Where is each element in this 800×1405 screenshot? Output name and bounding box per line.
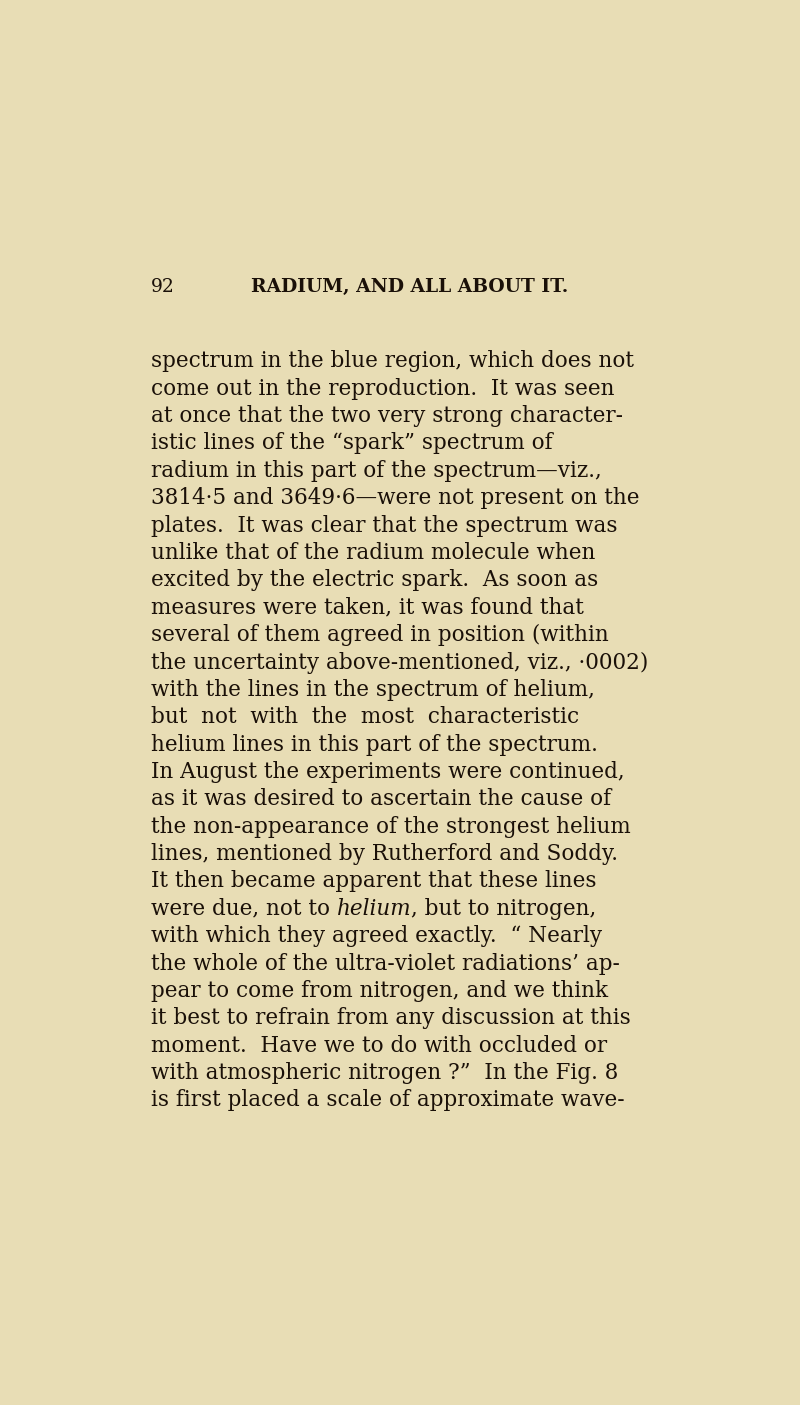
Text: excited by the electric spark.  As soon as: excited by the electric spark. As soon a… bbox=[151, 569, 598, 592]
Text: it best to refrain from any discussion at this: it best to refrain from any discussion a… bbox=[151, 1007, 630, 1030]
Text: with the lines in the spectrum of helium,: with the lines in the spectrum of helium… bbox=[151, 679, 594, 701]
Text: unlike that of the radium molecule when: unlike that of the radium molecule when bbox=[151, 542, 595, 563]
Text: spectrum in the blue region, which does not: spectrum in the blue region, which does … bbox=[151, 350, 634, 372]
Text: pear to come from nitrogen, and we think: pear to come from nitrogen, and we think bbox=[151, 979, 608, 1002]
Text: helium lines in this part of the spectrum.: helium lines in this part of the spectru… bbox=[151, 733, 598, 756]
Text: helium: helium bbox=[337, 898, 411, 920]
Text: is first placed a scale of approximate wave-: is first placed a scale of approximate w… bbox=[151, 1089, 625, 1111]
Text: RADIUM, AND ALL ABOUT IT.: RADIUM, AND ALL ABOUT IT. bbox=[251, 278, 569, 296]
Text: It then became apparent that these lines: It then became apparent that these lines bbox=[151, 870, 596, 892]
Text: several of them agreed in position (within: several of them agreed in position (with… bbox=[151, 624, 609, 646]
Text: the uncertainty above-mentioned, viz., ·0002): the uncertainty above-mentioned, viz., ·… bbox=[151, 652, 648, 673]
Text: moment.  Have we to do with occluded or: moment. Have we to do with occluded or bbox=[151, 1034, 607, 1057]
Text: measures were taken, it was found that: measures were taken, it was found that bbox=[151, 597, 584, 618]
Text: , but to nitrogen,: , but to nitrogen, bbox=[411, 898, 597, 920]
Text: at once that the two very strong character-: at once that the two very strong charact… bbox=[151, 405, 623, 427]
Text: 92: 92 bbox=[151, 278, 174, 296]
Text: plates.  It was clear that the spectrum was: plates. It was clear that the spectrum w… bbox=[151, 514, 618, 537]
Text: lines, mentioned by Rutherford and Soddy.: lines, mentioned by Rutherford and Soddy… bbox=[151, 843, 618, 865]
Text: with which they agreed exactly.  “ Nearly: with which they agreed exactly. “ Nearly bbox=[151, 924, 602, 947]
Text: 3814·5 and 3649·6—were not present on the: 3814·5 and 3649·6—were not present on th… bbox=[151, 488, 639, 509]
Text: radium in this part of the spectrum—viz.,: radium in this part of the spectrum—viz.… bbox=[151, 459, 602, 482]
Text: come out in the reproduction.  It was seen: come out in the reproduction. It was see… bbox=[151, 378, 614, 399]
Text: the non-appearance of the strongest helium: the non-appearance of the strongest heli… bbox=[151, 816, 630, 837]
Text: were due, not to: were due, not to bbox=[151, 898, 337, 920]
Text: with atmospheric nitrogen ?”  In the Fig. 8: with atmospheric nitrogen ?” In the Fig.… bbox=[151, 1062, 618, 1085]
Text: the whole of the ultra-violet radiations’ ap-: the whole of the ultra-violet radiations… bbox=[151, 953, 620, 975]
Text: In August the experiments were continued,: In August the experiments were continued… bbox=[151, 762, 625, 783]
Text: as it was desired to ascertain the cause of: as it was desired to ascertain the cause… bbox=[151, 788, 611, 811]
Text: but  not  with  the  most  characteristic: but not with the most characteristic bbox=[151, 707, 579, 728]
Text: istic lines of the “spark” spectrum of: istic lines of the “spark” spectrum of bbox=[151, 433, 553, 454]
